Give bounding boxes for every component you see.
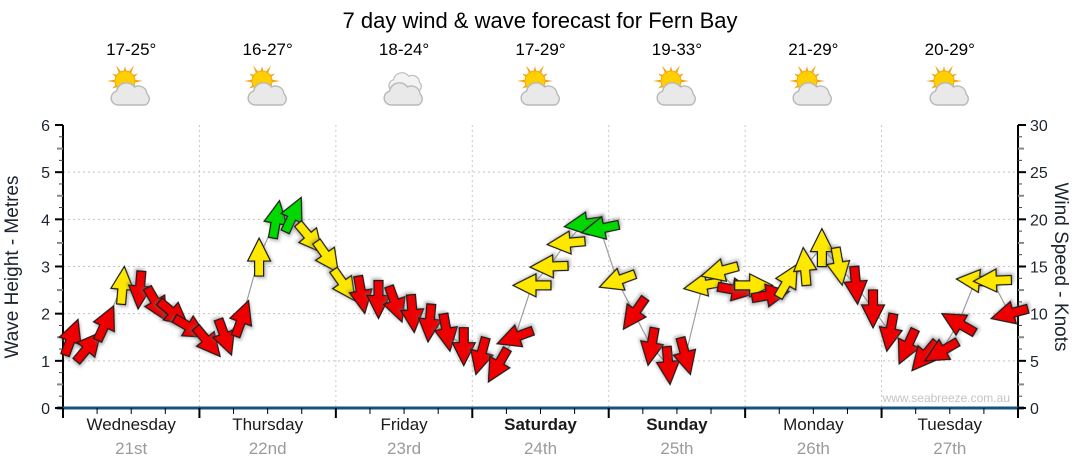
temperature-range: 20-29° [924, 40, 975, 59]
wind-arrow-icon [228, 299, 253, 339]
day-name-label: Sunday [646, 415, 708, 434]
wind-arrow-icon [58, 318, 82, 358]
right-axis-tick-label: 30 [1030, 118, 1048, 135]
sun-cloud-icon [107, 65, 151, 106]
temperature-range: 17-25° [106, 40, 157, 59]
wind-arrow-icon [348, 274, 373, 315]
wind-arrow-icon [495, 323, 536, 348]
day-date-label: 25th [660, 439, 694, 458]
wind-arrow-icon [469, 335, 495, 376]
wind-arrow-icon [487, 346, 513, 384]
wind-arrow-icon [878, 312, 904, 353]
wind-arrow-icon [382, 284, 406, 324]
wind-arrow-icon [734, 272, 775, 298]
wind-arrow-icon [191, 323, 222, 358]
wind-arrow-icon [142, 284, 167, 322]
wind-arrow-icon [860, 289, 886, 330]
wind-arrow-icon [672, 335, 697, 376]
sun-cloud-icon [652, 65, 696, 106]
wind-arrow-icon [433, 312, 459, 353]
wind-arrow-icon [279, 196, 303, 235]
wind-arrow-icon [843, 265, 869, 306]
day-name-label: Friday [380, 415, 428, 434]
day-date-label: 27th [933, 439, 967, 458]
day-date-label: 24th [523, 439, 558, 458]
page-title: 7 day wind & wave forecast for Fern Bay [342, 8, 738, 33]
temperature-range: 16-27° [242, 40, 293, 59]
temperature-range: 19-33° [651, 40, 703, 59]
day-name-label: Saturday [504, 415, 577, 434]
sun-cloud-icon [243, 65, 287, 106]
day-date-label: 23rd [387, 439, 422, 458]
cloudy-icon [383, 72, 423, 106]
day-name-label: Wednesday [86, 415, 176, 434]
wind-arrow-icon [109, 265, 135, 306]
wind-arrow-icon [92, 304, 115, 344]
left-axis-tick-label: 6 [41, 118, 50, 135]
left-axis-tick-label: 1 [41, 354, 50, 371]
day-date-label: 22nd [248, 439, 287, 458]
wind-arrow-icon [639, 326, 665, 367]
wind-arrow-icon [72, 331, 102, 365]
left-axis-tick-label: 5 [41, 165, 50, 182]
right-axis-tick-label: 20 [1030, 212, 1048, 229]
right-axis-tick-label: 5 [1030, 354, 1039, 371]
sun-cloud-icon [925, 65, 969, 106]
wind-arrow-icon [655, 345, 681, 386]
wind-arrow-icon [622, 294, 650, 331]
left-axis-tick-label: 3 [41, 260, 50, 277]
day-date-label: 21st [115, 439, 148, 458]
watermark: www.seabreeze.com.au [882, 391, 1010, 405]
wind-arrow-icon [923, 337, 961, 362]
left-axis-tick-label: 4 [41, 212, 50, 229]
wind-arrow-icon [528, 253, 569, 279]
wind-arrow-icon [809, 227, 835, 268]
wind-arrow-icon [972, 268, 1013, 293]
day-date-label: 26th [796, 439, 830, 458]
wind-arrow-icon [940, 312, 978, 338]
wind-arrow-icon [989, 300, 1030, 325]
wind-arrow-icon [598, 267, 638, 291]
wind-arrow-icon [897, 326, 921, 366]
wind-arrow-icon [451, 327, 477, 368]
right-axis-tick-label: 0 [1030, 401, 1039, 418]
day-name-label: Thursday [232, 415, 304, 434]
right-axis-tick-label: 25 [1030, 165, 1048, 182]
right-axis-tick-label: 15 [1030, 260, 1048, 277]
wind-arrow-icon [792, 246, 818, 287]
wind-arrow-icon [211, 317, 236, 357]
wind-arrow-icon [580, 215, 621, 241]
wind-arrow-icon [366, 279, 391, 320]
wind-arrow-icon [699, 257, 740, 283]
temperature-range: 21-29° [788, 40, 839, 59]
wind-arrow-icon [417, 303, 443, 344]
wind-arrow-icon [545, 230, 587, 255]
wind-arrow-icon [773, 263, 798, 301]
wind-arrow-icon [511, 272, 552, 298]
wind-arrow-icon [127, 270, 153, 311]
temperature-range: 18-24° [378, 40, 430, 59]
day-name-label: Tuesday [917, 415, 983, 434]
day-name-label: Monday [783, 415, 844, 434]
wind-arrow-icon [825, 246, 851, 287]
wind-arrow-icon [399, 293, 425, 334]
temperature-range: 17-29° [515, 40, 566, 59]
wind-arrow-icon [246, 236, 272, 277]
sun-cloud-icon [516, 65, 560, 106]
right-axis-tick-label: 10 [1030, 307, 1048, 324]
sun-cloud-icon [789, 65, 833, 106]
wind-arrow-icon [311, 238, 339, 274]
left-axis-tick-label: 2 [41, 307, 50, 324]
left-axis-tick-label: 0 [41, 401, 50, 418]
